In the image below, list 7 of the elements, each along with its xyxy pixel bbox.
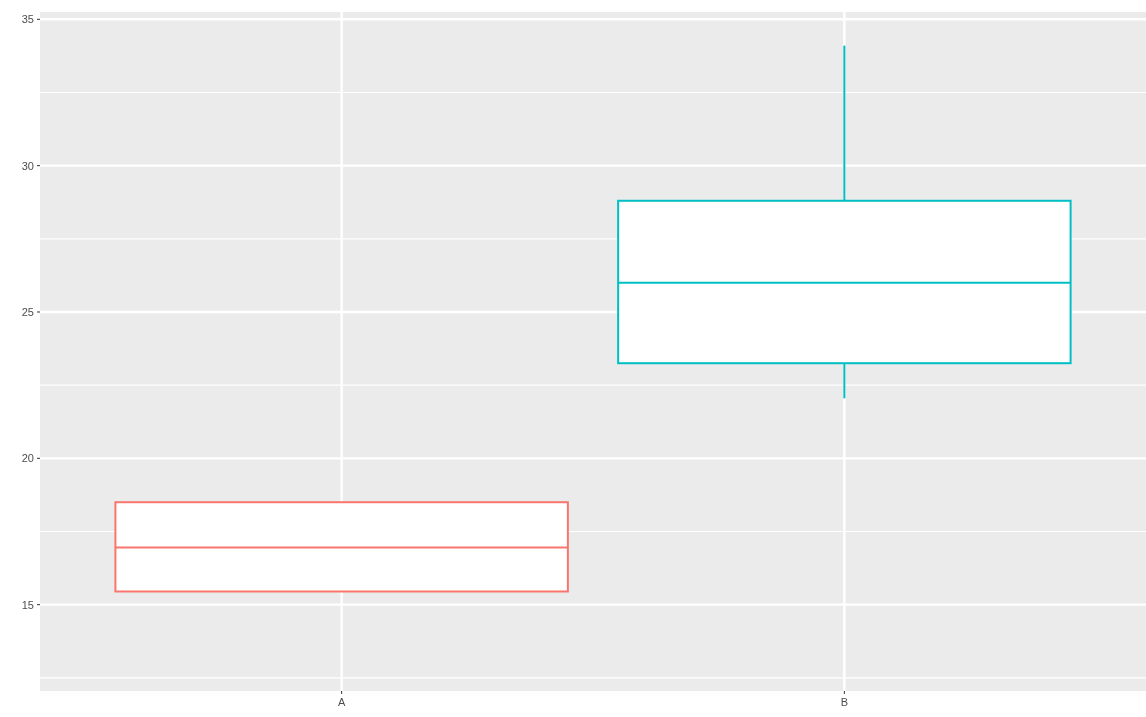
y-tick-label: 15	[21, 598, 34, 611]
x-tick-label: B	[840, 696, 849, 708]
y-tick-label: 30	[21, 159, 34, 172]
y-tick-label: 25	[21, 305, 34, 318]
y-tick-label: 35	[21, 13, 34, 26]
x-tick-label: A	[337, 696, 346, 708]
y-tick-label: 20	[21, 452, 34, 465]
